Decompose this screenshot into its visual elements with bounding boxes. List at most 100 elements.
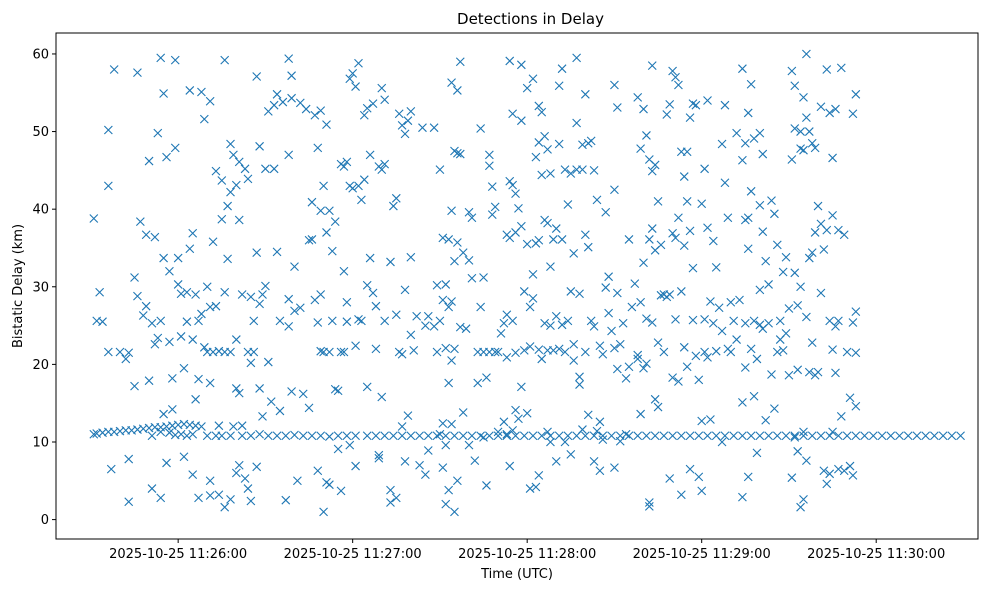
data-point-marker (621, 429, 631, 439)
data-point-marker (167, 373, 177, 383)
data-point-marker (772, 240, 782, 250)
data-point-marker (851, 348, 861, 358)
data-point-marker (205, 378, 215, 388)
data-point-marker (758, 149, 768, 159)
data-point-marker (406, 330, 416, 340)
data-point-marker (589, 431, 599, 441)
data-point-marker (514, 414, 523, 424)
y-tick-label: 10 (32, 435, 49, 450)
data-point-marker (633, 354, 643, 364)
data-point-marker (255, 141, 264, 151)
data-point-marker (540, 131, 550, 141)
data-point-marker (368, 288, 378, 298)
data-point-marker (124, 348, 134, 358)
data-point-marker (368, 99, 378, 109)
data-point-marker (755, 320, 765, 330)
data-point-marker (717, 437, 727, 447)
data-point-marker (685, 464, 695, 474)
data-point-marker (304, 403, 314, 413)
data-point-marker (749, 316, 759, 326)
data-point-marker (327, 316, 337, 326)
data-point-marker (845, 461, 855, 471)
data-point-marker (237, 431, 247, 441)
data-point-marker (525, 342, 535, 351)
data-point-marker (455, 322, 465, 332)
data-point-marker (505, 461, 515, 471)
data-point-marker (420, 470, 430, 479)
data-point-marker (755, 431, 765, 441)
data-point-marker (374, 450, 384, 460)
data-point-marker (147, 318, 157, 328)
data-point-marker (522, 239, 532, 249)
data-point-marker (211, 301, 221, 311)
data-point-marker (362, 382, 372, 392)
data-point-marker (493, 427, 503, 437)
data-point-marker (173, 253, 183, 263)
data-point-marker (912, 431, 922, 441)
data-point-marker (636, 297, 646, 307)
data-point-marker (493, 347, 503, 357)
data-point-marker (836, 411, 846, 421)
data-point-marker (505, 176, 515, 186)
data-point-marker (362, 103, 372, 113)
data-point-marker (738, 431, 747, 441)
data-point-marker (519, 431, 529, 441)
data-point-marker (252, 248, 262, 258)
data-point-marker (281, 431, 291, 441)
data-point-marker (624, 431, 634, 441)
data-point-marker (258, 411, 267, 421)
data-point-marker (790, 432, 800, 442)
data-point-marker (162, 458, 171, 468)
data-point-marker (647, 61, 657, 70)
data-point-marker (802, 456, 811, 466)
data-point-marker (714, 303, 724, 313)
data-point-marker (441, 431, 451, 441)
data-point-marker (237, 421, 247, 431)
data-point-marker (601, 207, 611, 217)
data-point-marker (444, 235, 454, 244)
data-point-marker (589, 457, 599, 466)
x-tick-label: 2025-10-25 11:29:00 (633, 547, 771, 562)
data-point-marker (604, 308, 614, 318)
data-point-marker (156, 316, 166, 326)
data-point-marker (592, 195, 602, 205)
data-point-marker (464, 440, 474, 450)
data-point-marker (272, 431, 282, 441)
data-point-marker (551, 224, 561, 233)
data-point-marker (956, 431, 965, 441)
data-point-marker (537, 170, 547, 180)
data-point-marker (188, 470, 198, 479)
data-point-marker (566, 169, 576, 178)
data-point-marker (706, 297, 715, 306)
data-point-marker (886, 431, 896, 441)
data-point-marker (191, 394, 200, 404)
data-point-marker (516, 382, 526, 392)
data-point-marker (339, 347, 349, 357)
data-point-marker (420, 321, 430, 330)
data-point-marker (263, 431, 273, 441)
data-point-marker (284, 321, 294, 331)
data-point-marker (106, 464, 116, 474)
data-point-marker (450, 344, 459, 354)
data-point-marker (676, 431, 686, 441)
data-point-marker (400, 129, 410, 139)
data-point-marker (205, 96, 215, 106)
data-point-marker (772, 431, 782, 441)
data-point-marker (604, 272, 614, 282)
data-point-marker (220, 55, 230, 65)
data-point-marker (226, 347, 235, 357)
data-point-marker (764, 318, 773, 328)
data-point-marker (511, 189, 520, 199)
data-point-marker (482, 481, 491, 490)
data-point-marker (706, 415, 715, 424)
data-point-marker (636, 144, 646, 154)
data-point-marker (834, 431, 843, 441)
data-point-marker (400, 457, 410, 466)
data-point-marker (537, 107, 547, 117)
data-point-marker (246, 431, 256, 441)
data-point-marker (455, 149, 465, 159)
data-point-marker (313, 143, 323, 153)
data-point-marker (639, 258, 648, 268)
data-point-marker (502, 353, 512, 362)
data-point-marker (615, 436, 625, 446)
